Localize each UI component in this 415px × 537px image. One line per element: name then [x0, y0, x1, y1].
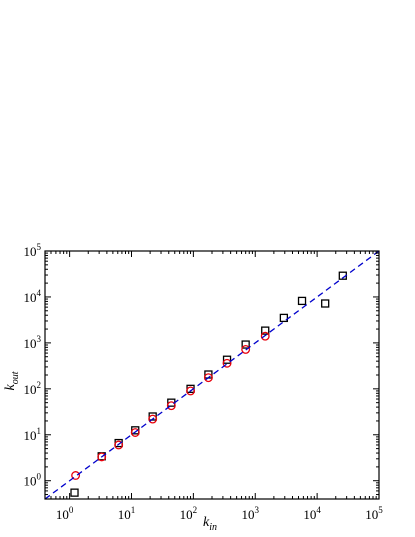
circle-marker-8 [222, 358, 232, 368]
x-tick-label-2: 102 [180, 505, 198, 522]
axis-ticks [44, 250, 380, 500]
y-tick-label-1: 101 [24, 426, 42, 443]
y-axis-label: kout [3, 371, 21, 390]
x-tick-label-4: 104 [303, 505, 321, 522]
square-marker-12 [297, 296, 307, 306]
square-marker-10 [261, 326, 270, 335]
circle-marker-10 [260, 331, 270, 341]
circle-marker-1 [97, 452, 107, 462]
x-tick-label-1: 101 [118, 505, 135, 522]
square-marker-11 [279, 313, 289, 323]
circle-marker-4 [148, 414, 158, 424]
y-tick-label-5: 105 [24, 242, 42, 259]
square-marker-8 [222, 355, 232, 364]
y-tick-label-4: 104 [24, 288, 42, 305]
circle-marker-5 [166, 401, 176, 411]
circle-marker-0 [71, 471, 81, 480]
square-marker-0 [70, 488, 79, 497]
square-marker-13 [321, 299, 330, 308]
circle-marker-6 [186, 386, 195, 396]
x-tick-label-3: 103 [241, 505, 259, 522]
circle-marker-2 [114, 440, 124, 450]
circle-marker-7 [203, 373, 213, 383]
x-tick-label-5: 105 [365, 505, 383, 522]
plot-marks [45, 251, 379, 499]
y-tick-label-2: 102 [24, 380, 42, 397]
x-axis-label: kin [203, 515, 217, 533]
circle-marker-3 [130, 428, 140, 437]
x-tick-label-0: 100 [56, 505, 74, 522]
y-tick-label-3: 103 [24, 334, 42, 351]
y-tick-label-0: 100 [24, 472, 42, 489]
square-marker-9 [241, 340, 250, 349]
circle-marker-9 [241, 344, 251, 354]
axis-labels: 100 101 102 103 104 105 100 101 102 103 104 105 kin k… [3, 242, 383, 533]
